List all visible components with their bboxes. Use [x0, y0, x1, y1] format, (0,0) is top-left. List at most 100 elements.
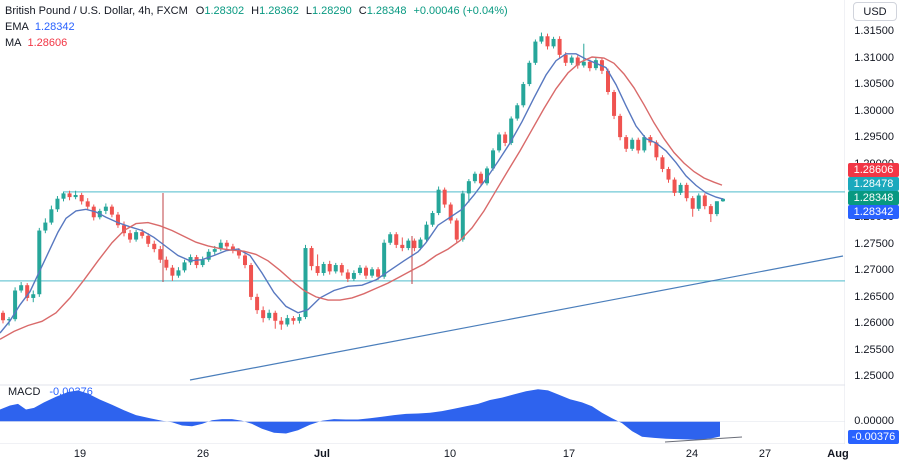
candle-body [152, 243, 157, 250]
candle-body [146, 235, 151, 244]
candle-body [636, 139, 641, 151]
price-tick-label: 1.31000 [854, 51, 894, 64]
candle-body [339, 265, 344, 273]
symbol-title[interactable]: British Pound / U.S. Dollar, 4h, FXCM [5, 5, 188, 17]
candle-body [218, 242, 223, 250]
candle-body [285, 318, 290, 325]
candle-body [333, 265, 338, 272]
candle-body [472, 173, 477, 182]
ma-legend-row[interactable]: MA 1.28606 [5, 35, 508, 51]
price-badge: 1.28348 [848, 191, 899, 205]
time-tick-label: Jul [314, 448, 330, 460]
candle-body [273, 312, 278, 321]
candle-body [19, 285, 24, 291]
ohlc-values: O1.28302 H1.28362 L1.28290 C1.28348 [196, 3, 414, 19]
candle-body [527, 62, 532, 85]
candle-body [654, 142, 659, 158]
macd-label: MACD [8, 386, 41, 398]
symbol-legend-row[interactable]: British Pound / U.S. Dollar, 4h, FXCM O1… [5, 3, 508, 19]
candle-body [79, 194, 84, 202]
currency-toggle-button[interactable]: USD [853, 2, 897, 21]
candle-body [230, 246, 235, 251]
candle-body [85, 201, 90, 207]
candle-body [503, 134, 508, 143]
candle-body [684, 184, 689, 199]
price-tick-label: 1.26000 [854, 317, 894, 329]
candle-body [109, 206, 114, 215]
candle-body [134, 232, 139, 240]
price-tick-label: 1.30500 [854, 78, 894, 90]
ohlc-item: C1.28348 [358, 5, 407, 17]
candle-body [327, 263, 332, 272]
price-tick-label: 1.31500 [854, 25, 894, 37]
candle-body [660, 157, 665, 169]
candle-body [297, 317, 302, 321]
candle-body [182, 262, 187, 271]
ma-line [0, 56, 723, 340]
price-tick-label: 1.27000 [854, 264, 894, 276]
candle-body [485, 168, 489, 184]
candle-body [624, 137, 629, 149]
candle-body [491, 150, 496, 169]
time-tick-label: 17 [562, 448, 576, 460]
candle-body [315, 266, 320, 273]
ohlc-item: H1.28362 [251, 5, 299, 17]
price-tick-label: 1.29500 [854, 131, 894, 143]
candle-body [539, 36, 544, 42]
candle-body [345, 272, 350, 279]
candle-body [279, 320, 284, 325]
price-tick-label: 0.00000 [854, 415, 894, 427]
candle-body [400, 244, 405, 249]
price-badge: 1.28342 [848, 205, 899, 219]
change-value: +0.00046 (+0.04%) [413, 5, 508, 17]
candle-body [67, 193, 72, 198]
candle-body [25, 285, 30, 298]
candle-body [720, 198, 725, 202]
candle-body [140, 232, 145, 236]
candle-body [261, 310, 266, 319]
candle-body [236, 250, 241, 256]
candle-body [128, 233, 133, 240]
candle-body [255, 296, 260, 311]
candle-body [49, 209, 54, 223]
candle-body [43, 222, 48, 231]
ema-line [0, 53, 724, 334]
candle-body [587, 61, 592, 69]
candle-body [55, 198, 60, 210]
candle-body [630, 139, 635, 149]
candle-body [460, 193, 465, 240]
ema-value: 1.28342 [34, 21, 75, 33]
candlestick-series [1, 32, 725, 330]
price-tick-label: 1.25500 [854, 343, 894, 356]
candle-body [648, 137, 653, 143]
time-axis[interactable]: 19 26 Jul 10 17 24 27 Aug [0, 444, 900, 466]
candle-body [563, 54, 568, 63]
candle-body [115, 214, 120, 226]
candle-body [206, 251, 211, 260]
price-axis[interactable]: USD 1.31500 1.31000 1.30500 1.30000 1.29500 1… [845, 0, 900, 444]
price-tick-label: 1.27500 [854, 237, 894, 250]
candle-body [321, 263, 326, 273]
trendline [189, 255, 844, 381]
candle-body [7, 319, 12, 321]
candle-body [533, 41, 538, 63]
candle-body [73, 194, 78, 198]
candle-body [521, 84, 526, 106]
candle-body [243, 255, 247, 266]
time-tick-label: 10 [443, 448, 457, 460]
candle-body [200, 259, 205, 266]
candle-body [13, 290, 18, 320]
candle-body [515, 105, 520, 119]
price-badge: -0.00376 [848, 430, 899, 444]
candle-body [666, 168, 671, 180]
price-tick-label: 1.25000 [854, 370, 894, 382]
time-tick-label: Aug [827, 448, 849, 460]
candle-body [382, 242, 387, 277]
candle-body [176, 270, 181, 276]
candle-body [696, 195, 701, 209]
candle-body [194, 257, 199, 266]
ema-legend-row[interactable]: EMA 1.28342 [5, 19, 508, 35]
candle-body [388, 234, 393, 243]
